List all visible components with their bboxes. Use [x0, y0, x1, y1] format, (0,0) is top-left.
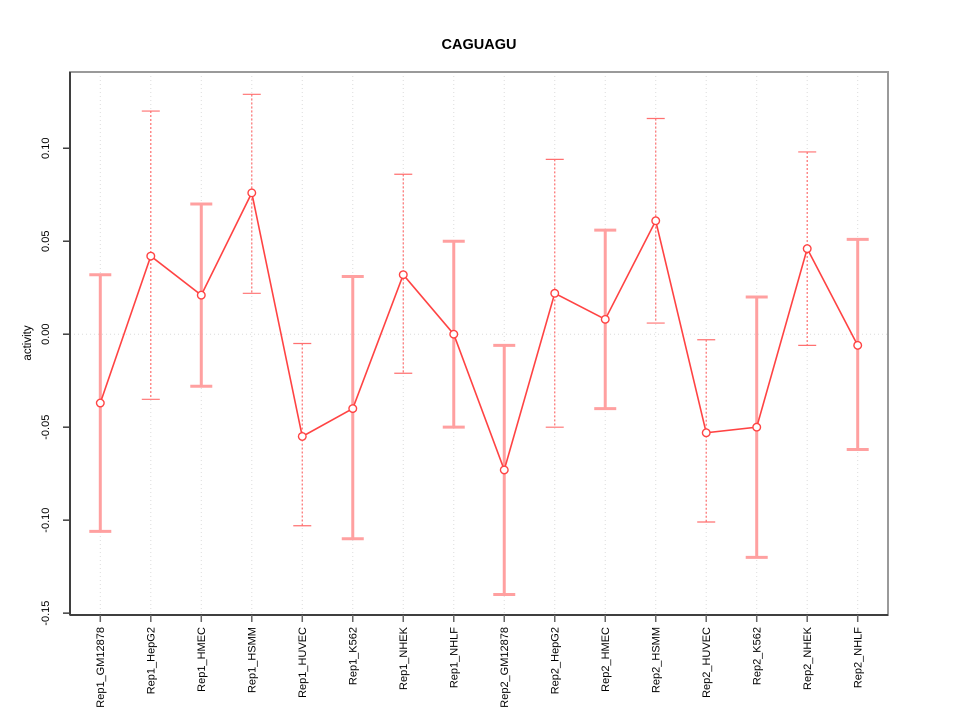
- data-point: [95, 398, 105, 408]
- series-line: [99, 190, 859, 473]
- data-point: [600, 314, 610, 324]
- data-point: [802, 244, 812, 254]
- x-tick-label: Rep2_GM12878: [499, 627, 511, 708]
- data-point: [701, 428, 711, 438]
- x-tick-label: Rep2_HSMM: [651, 627, 663, 693]
- x-tick-label: Rep1_NHLF: [449, 627, 461, 688]
- x-tick-label: Rep1_HUVEC: [297, 627, 309, 698]
- data-point: [550, 288, 560, 298]
- y-tick-label: 0.00: [40, 323, 52, 344]
- data-point: [146, 251, 156, 261]
- chart-title: CAGUAGU: [442, 37, 517, 53]
- x-tick-label: Rep1_GM12878: [95, 627, 107, 708]
- x-tick-label: Rep1_HepG2: [146, 627, 158, 694]
- x-tick-label: Rep2_HUVEC: [701, 627, 713, 698]
- y-tick-label: 0.10: [40, 138, 52, 159]
- y-tick-label: -0.10: [40, 508, 52, 533]
- x-tick-label: Rep1_HSMM: [247, 627, 259, 693]
- x-tick-label: Rep2_K562: [752, 627, 764, 685]
- data-point: [348, 404, 358, 414]
- y-tick-label: -0.05: [40, 415, 52, 440]
- data-point: [247, 188, 257, 198]
- x-tick-label: Rep2_HepG2: [550, 627, 562, 694]
- x-tick-label: Rep1_K562: [348, 627, 360, 685]
- plot-area: 0.10 0.05 0.00 -0.05 -0.10 -0.15 Rep1_GM12878 R…: [40, 71, 889, 708]
- y-tick-label: 0.05: [40, 231, 52, 252]
- x-tick-label: Rep2_NHEK: [802, 626, 814, 690]
- x-tick-label: Rep1_HMEC: [196, 627, 208, 692]
- data-point: [651, 216, 661, 226]
- data-point: [449, 329, 459, 339]
- data-point: [499, 465, 509, 475]
- x-tick-label: Rep2_HMEC: [600, 627, 612, 692]
- data-point: [752, 422, 762, 432]
- data-point: [297, 431, 307, 441]
- data-point: [196, 290, 206, 300]
- plot-box: [69, 71, 889, 616]
- data-point: [398, 270, 408, 280]
- y-axis-label: activity: [22, 325, 34, 360]
- x-tick-label: Rep1_NHEK: [398, 626, 410, 690]
- y-tick-label: -0.15: [40, 601, 52, 626]
- x-tick-label: Rep2_NHLF: [853, 627, 865, 688]
- data-point: [853, 340, 863, 350]
